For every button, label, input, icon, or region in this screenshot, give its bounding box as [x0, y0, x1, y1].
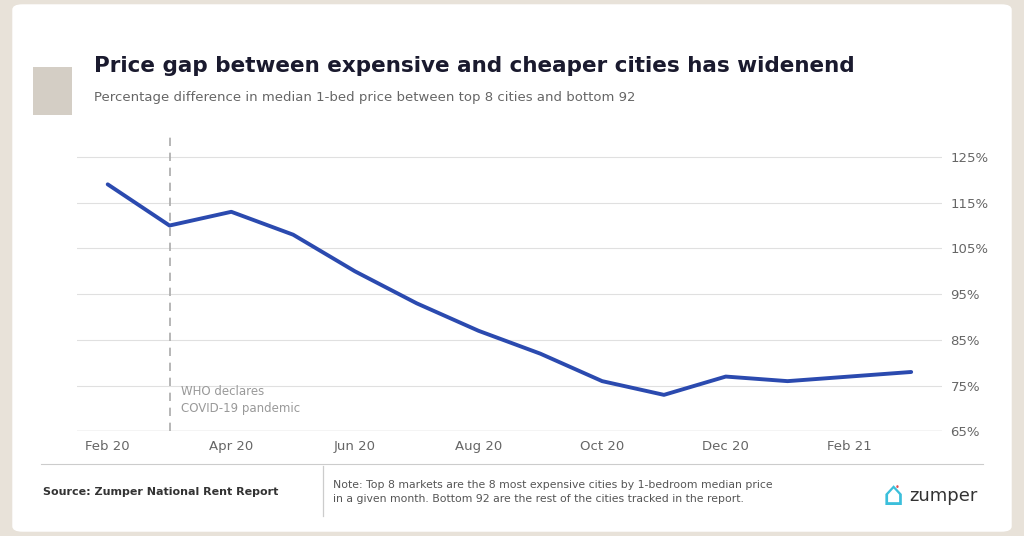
Text: Percentage difference in median 1-bed price between top 8 cities and bottom 92: Percentage difference in median 1-bed pr…: [94, 91, 636, 104]
Text: Price gap between expensive and cheaper cities has widenend: Price gap between expensive and cheaper …: [94, 56, 855, 76]
Text: Note: Top 8 markets are the 8 most expensive cities by 1-bedroom median price
in: Note: Top 8 markets are the 8 most expen…: [333, 480, 772, 504]
Text: ⌂: ⌂: [883, 479, 903, 512]
Text: •: •: [895, 483, 899, 492]
Text: Source: Zumper National Rent Report: Source: Zumper National Rent Report: [43, 487, 279, 497]
Text: zumper: zumper: [909, 487, 978, 505]
Text: WHO declares
COVID-19 pandemic: WHO declares COVID-19 pandemic: [180, 385, 300, 415]
